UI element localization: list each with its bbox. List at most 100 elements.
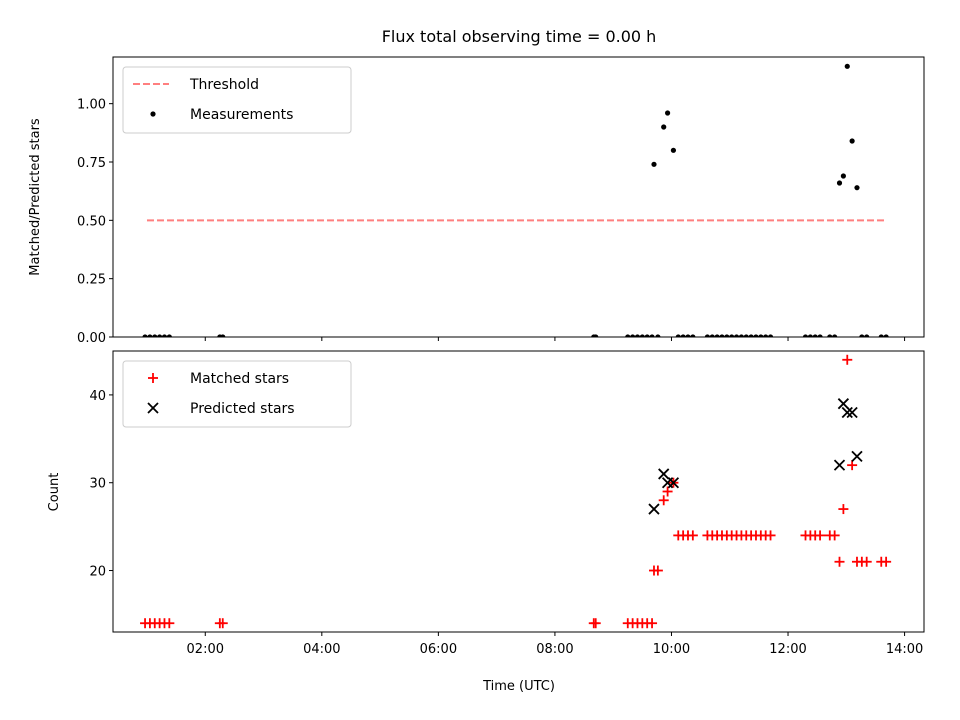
data-point — [842, 354, 853, 365]
data-point — [758, 334, 764, 337]
data-point — [802, 334, 809, 337]
data-point — [709, 334, 715, 337]
axes-frame — [112, 56, 925, 338]
x-axis-label: Time (UTC) — [482, 679, 555, 694]
data-point — [854, 185, 860, 191]
data-point — [664, 110, 671, 116]
data-point — [147, 334, 153, 337]
data-point — [687, 530, 698, 541]
data-point — [841, 406, 853, 419]
data-point — [685, 334, 691, 337]
x-b — [667, 477, 680, 489]
data-point — [844, 63, 850, 69]
legend: Matched stars Predicted stars — [122, 360, 352, 428]
data-point — [652, 565, 663, 576]
data-point — [161, 334, 168, 337]
data-point — [847, 460, 858, 471]
x-tick-label: 14:00 — [886, 642, 923, 657]
data-point — [838, 504, 849, 515]
data-point — [625, 334, 631, 337]
x-b — [837, 398, 850, 410]
top-y-axis-label: Matched/Predicted stars — [28, 118, 43, 276]
data-point — [733, 334, 740, 337]
y-tick-label: 0.00 — [77, 331, 106, 346]
data-point — [670, 147, 677, 153]
data-point — [832, 334, 838, 337]
data-point — [859, 334, 865, 337]
x-tick-label: 02:00 — [187, 642, 224, 657]
data-point — [846, 406, 858, 419]
y-tick-label: 0.75 — [77, 156, 106, 171]
data-point — [729, 334, 735, 337]
data-point — [834, 556, 845, 567]
axes-frame — [112, 350, 925, 633]
data-point — [767, 334, 774, 337]
data-point — [704, 334, 711, 337]
data-point — [649, 334, 655, 337]
x-b — [851, 450, 863, 463]
data-point — [719, 334, 725, 337]
data-point — [748, 334, 754, 337]
data-point — [166, 334, 172, 337]
x-tick-label: 06:00 — [420, 642, 457, 657]
data-point — [827, 334, 833, 337]
data-point — [883, 334, 889, 337]
y-tick-label: 0.50 — [77, 214, 106, 229]
bottom-plot-area: 20 30 40 02:00 04:00 06:00 08:00 10:00 12:00 14:0… — [89, 350, 925, 657]
x-b — [147, 402, 159, 414]
bottom-y-axis-label: Count — [47, 473, 62, 512]
data-point — [658, 468, 670, 480]
y-tick-label: 30 — [89, 477, 106, 492]
data-point — [861, 556, 872, 567]
x-tick-label: 10:00 — [653, 642, 690, 657]
x-b — [846, 406, 858, 419]
data-point — [648, 503, 660, 515]
figure-title: Flux total observing time = 0.00 h — [382, 27, 657, 46]
data-point — [217, 618, 228, 629]
data-point — [593, 334, 599, 337]
data-point — [152, 334, 158, 337]
data-point — [690, 334, 696, 337]
x-tick-label: 08:00 — [536, 642, 573, 657]
data-point — [837, 398, 850, 410]
data-point — [763, 334, 769, 337]
y-tick-label: 20 — [89, 565, 106, 580]
data-point — [639, 334, 645, 337]
data-point — [743, 334, 749, 337]
data-point — [807, 334, 813, 337]
data-point — [812, 334, 818, 337]
data-point — [651, 161, 657, 167]
data-point — [590, 618, 601, 629]
data-point — [840, 173, 846, 179]
data-point — [724, 334, 730, 337]
data-point — [147, 402, 159, 414]
data-point — [680, 334, 686, 337]
data-point — [142, 334, 148, 337]
data-point — [765, 530, 776, 541]
data-point — [148, 373, 158, 383]
data-point — [864, 334, 870, 337]
data-point — [817, 334, 823, 337]
x-b — [833, 459, 846, 471]
data-point — [836, 180, 843, 186]
data-point — [829, 530, 840, 541]
series-layer — [140, 354, 892, 629]
top-plot-area: 0.00 0.25 0.50 0.75 1.00 Threshold Measurement… — [77, 56, 925, 346]
data-point — [833, 459, 846, 471]
y-tick-label: 40 — [89, 389, 106, 404]
x-tick-label: 04:00 — [303, 642, 340, 657]
legend-box — [122, 360, 352, 428]
data-point — [655, 334, 661, 337]
data-point — [675, 334, 681, 337]
data-point — [878, 334, 884, 337]
legend-label: Matched stars — [190, 371, 289, 387]
data-point — [851, 450, 863, 463]
legend-box — [122, 66, 352, 134]
data-point — [881, 556, 892, 567]
data-point — [667, 477, 680, 489]
data-point — [661, 124, 667, 130]
data-point — [644, 334, 650, 337]
series-layer — [142, 63, 889, 337]
legend-label: Threshold — [189, 77, 259, 93]
